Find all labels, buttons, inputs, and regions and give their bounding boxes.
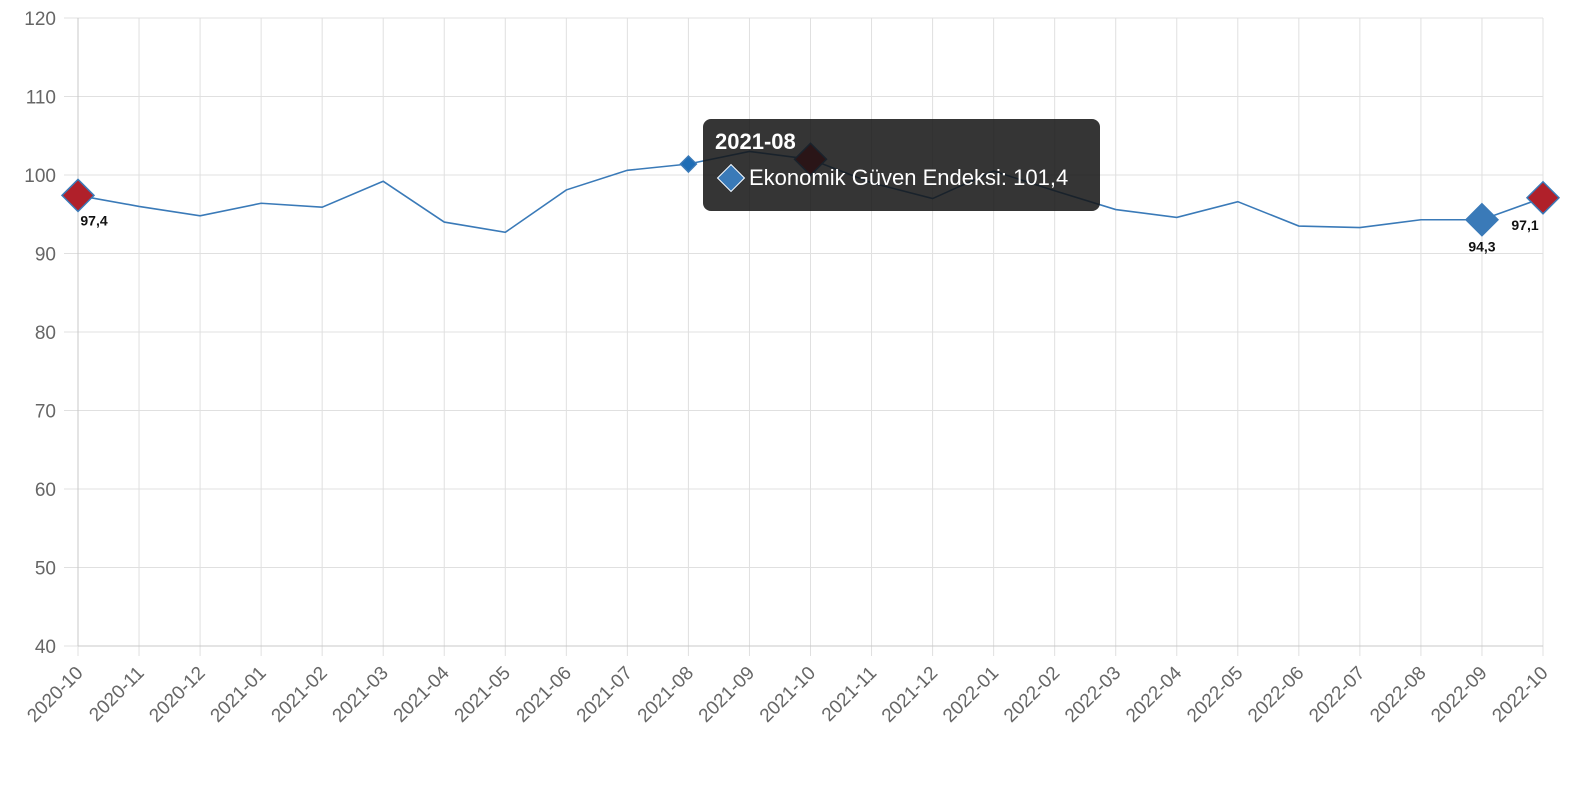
x-tick-label: 2021-04 [390, 662, 454, 726]
y-axis-ticks: 40 50 60 70 80 90 100 110 120 [24, 9, 56, 658]
x-tick-label: 2022-09 [1427, 663, 1491, 727]
x-tick-label: 2021-08 [634, 663, 698, 727]
x-tick-label: 2021-09 [695, 663, 759, 727]
x-tick-label: 2022-04 [1122, 662, 1186, 726]
x-tick-label: 2022-06 [1244, 663, 1308, 727]
highlight-point [1464, 202, 1500, 237]
y-tick-label: 50 [35, 559, 56, 580]
chart-tooltip: 2021-08 Ekonomik Güven Endeksi: 101,4 [703, 119, 1100, 211]
x-tick-label: 2022-01 [939, 663, 1003, 727]
y-tick-label: 110 [26, 88, 56, 109]
tooltip-title: 2021-08 [715, 129, 796, 154]
tooltip-series-label: Ekonomik Güven Endeksi: 101,4 [749, 165, 1069, 190]
highlight-point [60, 178, 96, 213]
x-axis-ticks: 2020-102020-112020-122021-012021-022021-… [23, 662, 1552, 726]
x-tick-label: 2022-08 [1366, 663, 1430, 727]
data-label: 94,3 [1468, 239, 1495, 255]
hovered-point [679, 154, 698, 174]
x-tick-label: 2022-02 [1000, 663, 1064, 727]
y-tick-label: 70 [35, 402, 56, 423]
x-tick-label: 2021-03 [329, 663, 393, 727]
series-swatch-icon [716, 163, 746, 193]
x-tick-label: 2021-07 [573, 663, 637, 727]
x-tick-label: 2021-02 [268, 663, 332, 727]
y-tick-label: 40 [35, 637, 56, 658]
x-tick-label: 2022-05 [1183, 663, 1247, 727]
x-tick-label: 2021-06 [512, 663, 576, 727]
data-label: 97,1 [1511, 217, 1538, 233]
grid [64, 17, 1544, 656]
x-tick-label: 2020-11 [85, 663, 148, 726]
data-labels: 97,4 94,3 97,1 [80, 212, 1538, 254]
x-tick-label: 2021-05 [451, 663, 515, 727]
x-tick-label: 2021-01 [207, 663, 271, 727]
y-tick-label: 100 [24, 166, 56, 187]
data-label: 97,4 [80, 212, 107, 228]
x-tick-label: 2022-07 [1305, 663, 1369, 727]
y-tick-label: 120 [24, 9, 56, 30]
x-tick-label: 2021-10 [756, 663, 820, 727]
x-tick-label: 2022-10 [1488, 663, 1552, 727]
tooltip-row: Ekonomik Güven Endeksi: 101,4 [715, 163, 1088, 193]
x-tick-label: 2021-12 [878, 663, 942, 727]
x-tick-label: 2020-12 [145, 663, 209, 727]
y-tick-label: 80 [35, 323, 56, 344]
y-tick-label: 60 [35, 480, 56, 501]
y-tick-label: 90 [35, 245, 56, 266]
highlight-point [1525, 180, 1561, 215]
x-tick-label: 2020-10 [23, 663, 87, 727]
x-tick-label: 2022-03 [1061, 663, 1125, 727]
x-tick-label: 2021-11 [818, 663, 881, 726]
